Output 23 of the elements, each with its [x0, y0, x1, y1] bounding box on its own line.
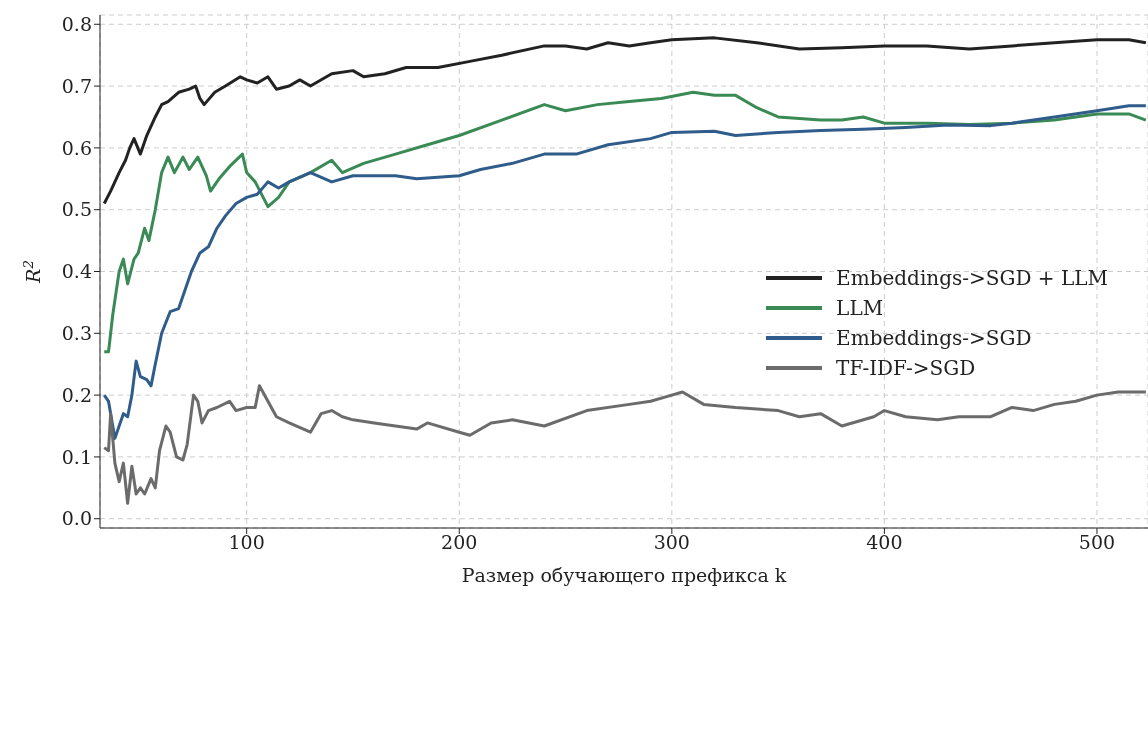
- x-tick-label: 200: [441, 531, 478, 554]
- x-tick-label: 300: [653, 531, 690, 554]
- y-tick-label: 0.3: [61, 322, 92, 345]
- y-tick-label: 0.0: [61, 507, 92, 530]
- x-tick-label: 400: [866, 531, 903, 554]
- legend-label: Embeddings->SGD: [836, 325, 1032, 352]
- y-tick-label: 0.5: [61, 198, 92, 221]
- y-tick-label: 0.1: [61, 445, 92, 468]
- x-tick-label: 100: [228, 531, 265, 554]
- legend-label: Embeddings->SGD + LLM: [836, 265, 1108, 292]
- y-tick-label: 0.2: [61, 383, 92, 406]
- y-tick-label: 0.8: [61, 13, 92, 36]
- line-series: [102, 36, 1148, 206]
- y-tick-label: 0.4: [61, 260, 92, 283]
- legend-label: TF-IDF->SGD: [836, 355, 976, 382]
- legend-label: LLM: [836, 295, 884, 322]
- line-series: [102, 104, 1148, 440]
- line-series: [102, 384, 1148, 505]
- x-tick-label: 500: [1078, 531, 1116, 554]
- x-axis-title: Размер обучающего префикса k: [461, 564, 787, 586]
- line-series: [102, 90, 1148, 354]
- y-tick-label: 0.7: [61, 74, 92, 97]
- y-tick-label: 0.6: [61, 136, 92, 159]
